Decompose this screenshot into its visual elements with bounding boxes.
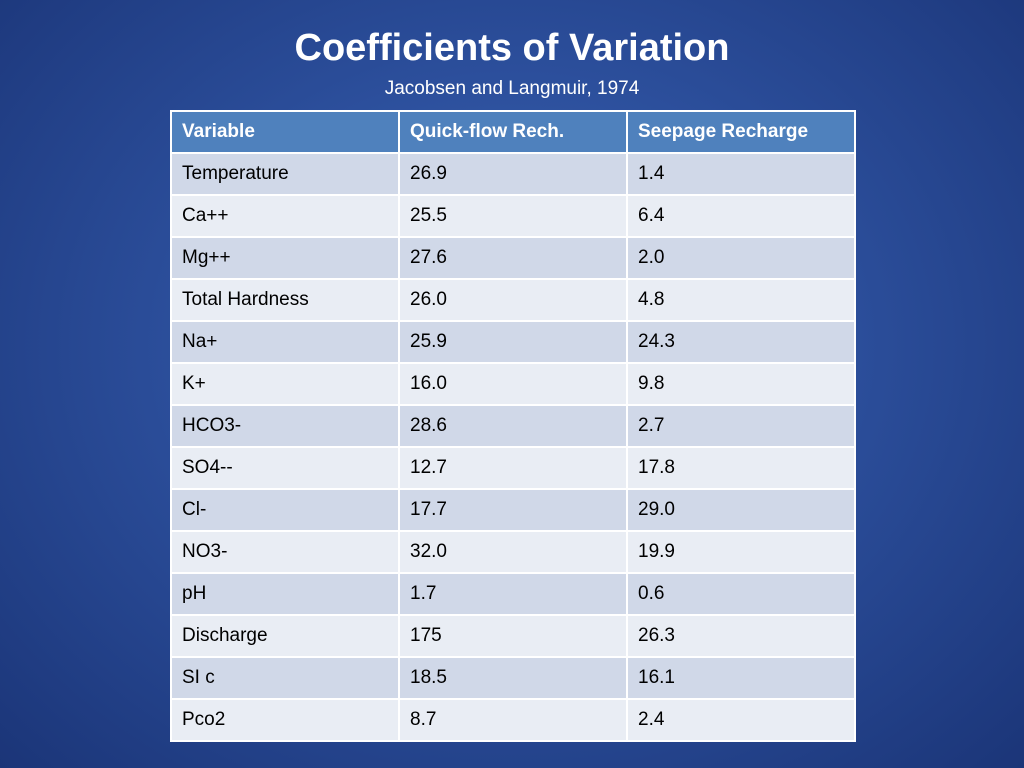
cell-seepage: 9.8: [626, 362, 856, 406]
cell-seepage: 0.6: [626, 572, 856, 616]
cell-quick-flow: 27.6: [398, 236, 628, 280]
cell-quick-flow: 32.0: [398, 530, 628, 574]
cell-variable: SI c: [170, 656, 400, 700]
header-quick-flow: Quick-flow Rech.: [398, 110, 628, 154]
cell-variable: K+: [170, 362, 400, 406]
cell-variable: Cl-: [170, 488, 400, 532]
table-header-row: Variable Quick-flow Rech. Seepage Rechar…: [170, 110, 856, 154]
slide-title: Coefficients of Variation: [294, 27, 730, 69]
cell-seepage: 19.9: [626, 530, 856, 574]
table-row: SO4-- 12.7 17.8: [170, 446, 856, 490]
cell-seepage: 16.1: [626, 656, 856, 700]
cell-seepage: 26.3: [626, 614, 856, 658]
cell-seepage: 4.8: [626, 278, 856, 322]
cell-quick-flow: 26.0: [398, 278, 628, 322]
cell-seepage: 29.0: [626, 488, 856, 532]
cell-variable: Pco2: [170, 698, 400, 742]
cell-variable: Temperature: [170, 152, 400, 196]
coefficients-table: Variable Quick-flow Rech. Seepage Rechar…: [170, 110, 856, 742]
table-row: Cl- 17.7 29.0: [170, 488, 856, 532]
cell-seepage: 6.4: [626, 194, 856, 238]
cell-variable: NO3-: [170, 530, 400, 574]
table-row: Ca++ 25.5 6.4: [170, 194, 856, 238]
table-row: HCO3- 28.6 2.7: [170, 404, 856, 448]
table-row: Pco2 8.7 2.4: [170, 698, 856, 742]
cell-quick-flow: 16.0: [398, 362, 628, 406]
cell-quick-flow: 25.9: [398, 320, 628, 364]
cell-seepage: 2.0: [626, 236, 856, 280]
cell-seepage: 17.8: [626, 446, 856, 490]
cell-quick-flow: 28.6: [398, 404, 628, 448]
cell-seepage: 1.4: [626, 152, 856, 196]
cell-quick-flow: 12.7: [398, 446, 628, 490]
table-row: Total Hardness 26.0 4.8: [170, 278, 856, 322]
cell-seepage: 24.3: [626, 320, 856, 364]
table-row: K+ 16.0 9.8: [170, 362, 856, 406]
cell-variable: Mg++: [170, 236, 400, 280]
cell-variable: HCO3-: [170, 404, 400, 448]
header-seepage: Seepage Recharge: [626, 110, 856, 154]
cell-variable: Ca++: [170, 194, 400, 238]
cell-seepage: 2.7: [626, 404, 856, 448]
header-variable: Variable: [170, 110, 400, 154]
table-row: pH 1.7 0.6: [170, 572, 856, 616]
cell-quick-flow: 175: [398, 614, 628, 658]
table-row: SI c 18.5 16.1: [170, 656, 856, 700]
cell-variable: SO4--: [170, 446, 400, 490]
table-row: NO3- 32.0 19.9: [170, 530, 856, 574]
table-row: Temperature 26.9 1.4: [170, 152, 856, 196]
cell-quick-flow: 18.5: [398, 656, 628, 700]
cell-variable: Na+: [170, 320, 400, 364]
table-row: Discharge 175 26.3: [170, 614, 856, 658]
cell-quick-flow: 25.5: [398, 194, 628, 238]
slide-subtitle: Jacobsen and Langmuir, 1974: [384, 78, 640, 99]
cell-quick-flow: 1.7: [398, 572, 628, 616]
cell-quick-flow: 17.7: [398, 488, 628, 532]
cell-quick-flow: 8.7: [398, 698, 628, 742]
cell-seepage: 2.4: [626, 698, 856, 742]
cell-variable: Discharge: [170, 614, 400, 658]
cell-variable: Total Hardness: [170, 278, 400, 322]
cell-variable: pH: [170, 572, 400, 616]
cell-quick-flow: 26.9: [398, 152, 628, 196]
table-row: Mg++ 27.6 2.0: [170, 236, 856, 280]
table-row: Na+ 25.9 24.3: [170, 320, 856, 364]
